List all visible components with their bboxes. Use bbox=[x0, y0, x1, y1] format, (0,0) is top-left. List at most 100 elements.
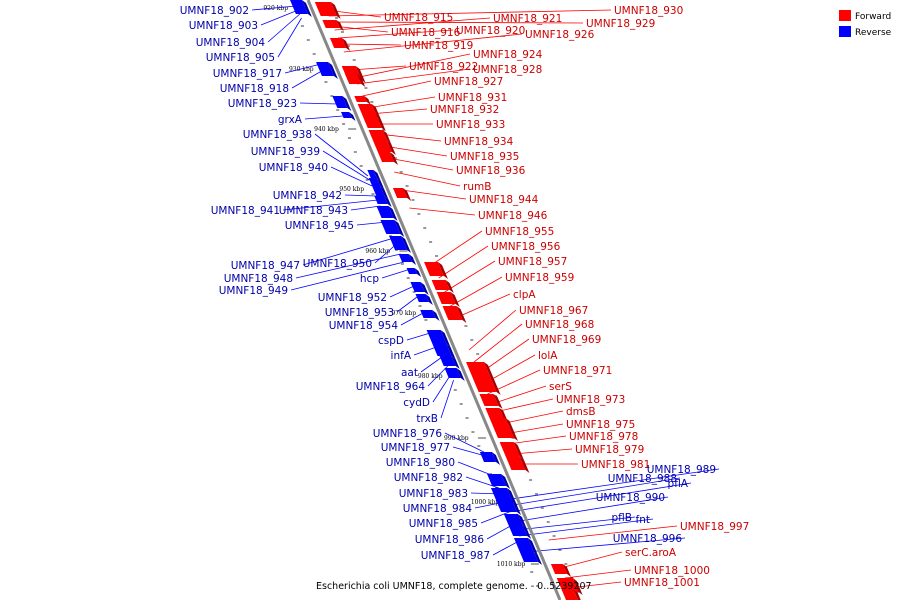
label-connector bbox=[351, 65, 407, 71]
label-connector bbox=[367, 96, 436, 109]
tick-label: 1010 kbp bbox=[497, 561, 526, 568]
gene-block-shade bbox=[384, 196, 392, 207]
gene-block-shade bbox=[432, 310, 440, 321]
label-connector bbox=[444, 260, 496, 293]
gene-block bbox=[444, 368, 461, 378]
gene-block bbox=[499, 442, 520, 456]
gene-block bbox=[513, 538, 534, 552]
gene-label-reverse-18: UMNF18_949 bbox=[219, 285, 288, 297]
label-connector bbox=[389, 285, 415, 298]
gene-label-reverse-2: UMNF18_904 bbox=[196, 37, 266, 49]
gene-label-forward-2: UMNF18_919 bbox=[404, 40, 473, 52]
label-connector bbox=[378, 133, 442, 142]
gene-block bbox=[550, 564, 568, 574]
gene-block-shade bbox=[401, 236, 411, 253]
gene-label-reverse-40: pflA bbox=[668, 478, 689, 490]
gene-block-shade bbox=[438, 262, 448, 279]
gene-block bbox=[377, 152, 395, 162]
gene-block-shade bbox=[456, 306, 467, 323]
label-connector bbox=[560, 551, 623, 569]
legend: Forward Reverse bbox=[839, 10, 892, 38]
gene-block-shade bbox=[349, 112, 356, 121]
label-connector bbox=[409, 207, 476, 216]
gene-label-reverse-25: aat bbox=[401, 367, 418, 379]
gene-block-shade bbox=[371, 104, 380, 115]
gene-label-forward-5: UMNF18_920 bbox=[456, 25, 525, 37]
gene-label-reverse-42: pflB bbox=[612, 512, 632, 524]
label-connector bbox=[432, 230, 483, 265]
gene-label-forward-7: UMNF18_930 bbox=[614, 5, 683, 17]
label-connector bbox=[284, 63, 321, 74]
gene-block bbox=[314, 2, 337, 16]
gene-block bbox=[376, 206, 394, 218]
gene-block-shade bbox=[414, 268, 422, 277]
label-connector bbox=[508, 435, 567, 445]
gene-block bbox=[508, 524, 528, 536]
label-connector bbox=[548, 525, 678, 541]
gene-block bbox=[361, 112, 380, 122]
gene-label-reverse-10: UMNF18_940 bbox=[259, 162, 328, 174]
label-connector bbox=[282, 199, 379, 211]
label-connector bbox=[564, 569, 632, 579]
gene-label-reverse-15: UMNF18_947 bbox=[231, 260, 300, 272]
label-connector bbox=[357, 68, 471, 85]
gene-label-forward-33: dmsB bbox=[566, 406, 596, 418]
gene-label-reverse-21: UMNF18_953 bbox=[325, 307, 394, 319]
label-connector bbox=[516, 516, 636, 531]
label-connector bbox=[344, 194, 377, 197]
gene-label-forward-9: UMNF18_924 bbox=[473, 49, 543, 61]
gene-label-reverse-27: cydD bbox=[403, 397, 430, 409]
gene-block bbox=[432, 344, 452, 356]
label-connector bbox=[295, 253, 401, 279]
gene-block-shade bbox=[522, 524, 532, 539]
gene-block-shade bbox=[505, 418, 518, 441]
label-connector bbox=[330, 166, 373, 187]
gene-block-shade bbox=[506, 488, 517, 505]
gene-block bbox=[372, 140, 392, 152]
gene-label-reverse-12: UMNF18_941 bbox=[211, 205, 280, 217]
gene-label-reverse-23: cspD bbox=[378, 335, 404, 347]
gene-label-reverse-43: fnt bbox=[636, 514, 650, 526]
label-connector bbox=[369, 108, 428, 115]
gene-label-reverse-33: UMNF18_983 bbox=[399, 488, 468, 500]
label-connectors bbox=[251, 5, 720, 589]
genome-backbone bbox=[306, 0, 562, 600]
label-connector bbox=[432, 373, 452, 403]
label-connector bbox=[314, 133, 369, 177]
gene-block bbox=[561, 590, 578, 600]
gene-block-shade bbox=[519, 456, 530, 473]
gene-label-reverse-31: UMNF18_980 bbox=[386, 457, 455, 469]
tick-label: 920 kbp bbox=[263, 5, 288, 12]
gene-block-shade bbox=[355, 66, 366, 83]
gene-block bbox=[316, 62, 334, 76]
gene-block-shade bbox=[373, 170, 381, 181]
gene-block bbox=[367, 170, 377, 178]
label-connector bbox=[513, 496, 669, 523]
gene-block bbox=[485, 408, 504, 418]
gene-label-forward-36: UMNF18_979 bbox=[575, 444, 644, 456]
gene-label-reverse-7: grxA bbox=[278, 114, 303, 126]
label-connector bbox=[525, 537, 686, 553]
gene-label-forward-11: UMNF18_927 bbox=[434, 76, 503, 88]
gene-label-reverse-28: trxB bbox=[416, 413, 438, 425]
label-connector bbox=[438, 245, 489, 279]
gene-block-shade bbox=[491, 452, 501, 465]
gene-block-shade bbox=[572, 578, 583, 595]
gene-label-forward-39: serC.aroA bbox=[625, 547, 677, 559]
gene-label-reverse-3: UMNF18_905 bbox=[206, 52, 275, 64]
gene-block bbox=[426, 330, 447, 344]
gene-block bbox=[354, 96, 367, 102]
label-connector bbox=[354, 53, 471, 79]
gene-block bbox=[357, 104, 376, 112]
label-connector bbox=[394, 171, 461, 187]
gene-block-shade bbox=[364, 96, 371, 105]
gene-block bbox=[479, 452, 497, 462]
label-connector bbox=[302, 237, 395, 266]
gene-block-shade bbox=[513, 442, 524, 459]
label-connector bbox=[374, 243, 397, 264]
gene-label-forward-26: UMNF18_967 bbox=[519, 305, 588, 317]
gene-label-forward-16: UMNF18_935 bbox=[450, 151, 519, 163]
label-connector bbox=[322, 150, 370, 181]
gene-block bbox=[519, 552, 539, 562]
